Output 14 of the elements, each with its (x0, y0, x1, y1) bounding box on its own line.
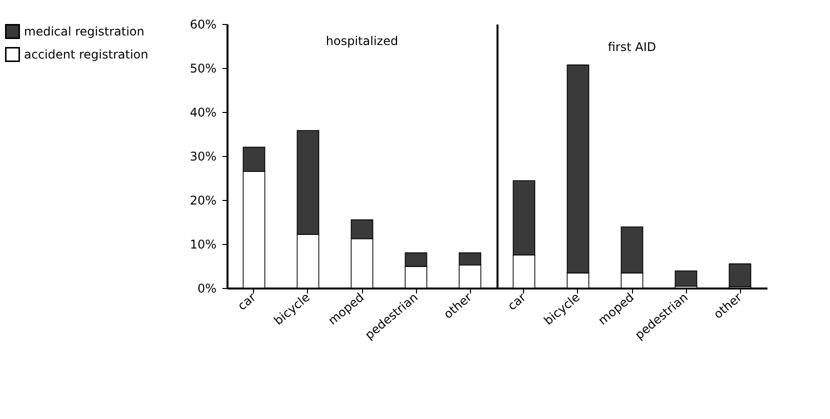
y-tick-label: 50% (190, 62, 216, 76)
legend-label: accident registration (24, 48, 148, 62)
y-tick-label: 40% (190, 106, 216, 120)
y-tick-label: 10% (190, 238, 216, 252)
x-tick-label: car (505, 290, 529, 314)
y-tick-label: 60% (190, 18, 216, 32)
y-tick-label: 30% (190, 150, 216, 164)
x-tick-label: car (235, 290, 259, 314)
y-tick-label: 20% (190, 194, 216, 208)
text: hospitalized (326, 34, 398, 48)
bar (674, 270, 698, 287)
legend-label: medical registration (24, 24, 144, 38)
text: first AID (608, 40, 656, 54)
y-tick-label: 0% (197, 282, 216, 296)
